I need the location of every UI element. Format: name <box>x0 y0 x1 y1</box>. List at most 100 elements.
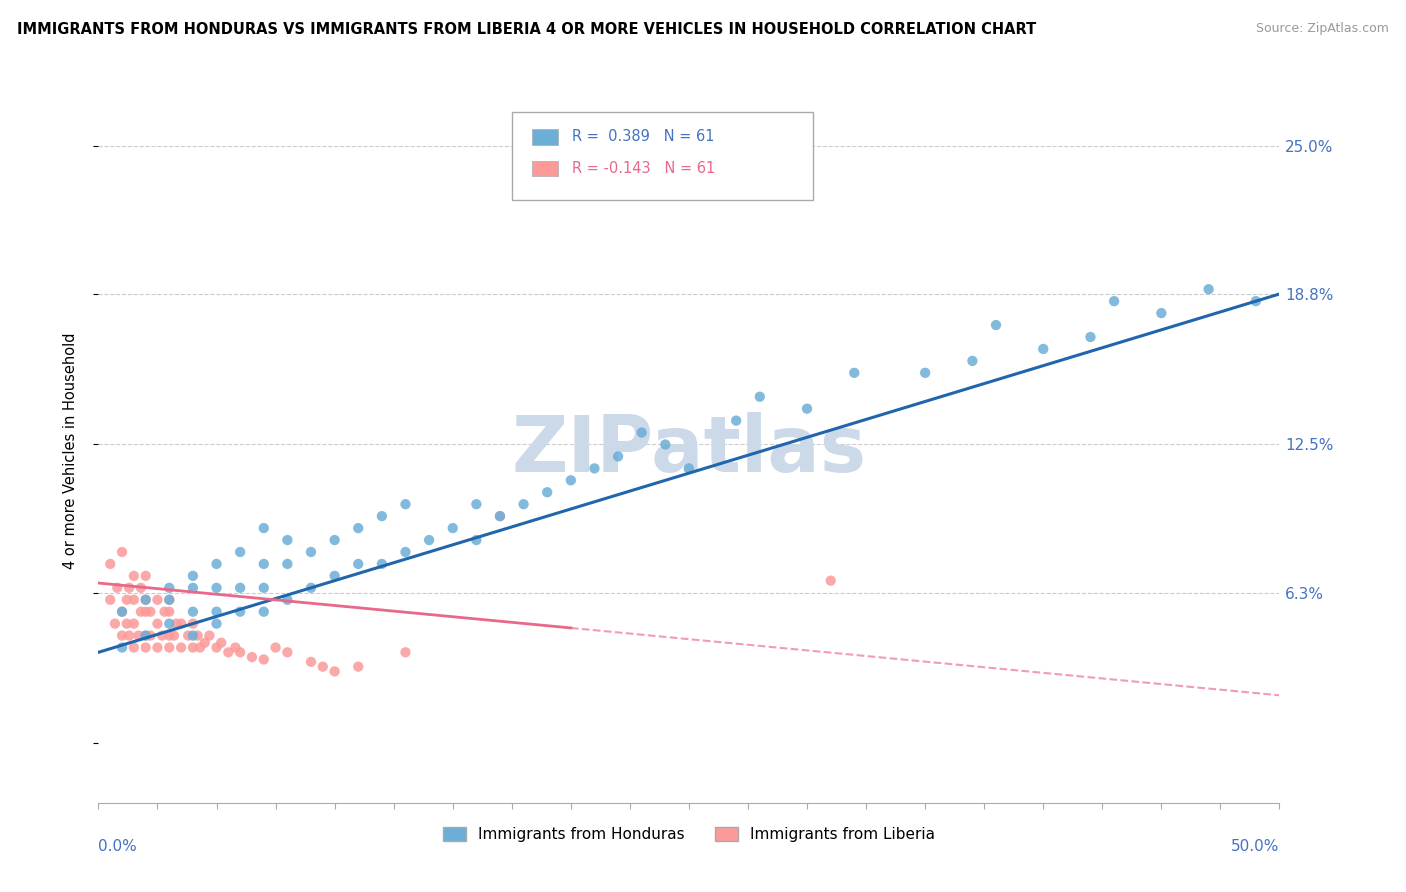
Point <box>441 521 464 535</box>
Point <box>607 450 630 464</box>
Point <box>1198 282 1220 296</box>
Point <box>170 640 193 655</box>
Point <box>122 569 145 583</box>
Point <box>984 318 1007 332</box>
Point <box>157 629 180 643</box>
Point <box>253 521 276 535</box>
Point <box>153 605 176 619</box>
Point <box>122 616 145 631</box>
Point <box>217 645 239 659</box>
Point <box>229 545 252 559</box>
Point <box>115 616 138 631</box>
Point <box>299 655 322 669</box>
Point <box>276 645 298 659</box>
Point <box>299 581 322 595</box>
Point <box>253 557 276 571</box>
Point <box>111 605 134 619</box>
Point <box>157 592 180 607</box>
Point <box>560 473 582 487</box>
Legend: Immigrants from Honduras, Immigrants from Liberia: Immigrants from Honduras, Immigrants fro… <box>437 821 941 848</box>
Point <box>198 629 221 643</box>
Point <box>111 605 134 619</box>
Point <box>135 592 157 607</box>
Y-axis label: 4 or more Vehicles in Household: 4 or more Vehicles in Household <box>63 332 77 569</box>
Point <box>146 640 169 655</box>
Point <box>323 533 346 547</box>
FancyBboxPatch shape <box>531 161 558 177</box>
Point <box>205 640 228 655</box>
Point <box>347 659 370 673</box>
Point <box>371 557 394 571</box>
Text: R =  0.389   N = 61: R = 0.389 N = 61 <box>572 129 714 145</box>
Text: R = -0.143   N = 61: R = -0.143 N = 61 <box>572 161 716 176</box>
Point <box>209 636 232 650</box>
Point <box>135 569 157 583</box>
Point <box>157 592 180 607</box>
Point <box>181 640 204 655</box>
Text: ZIPatlas: ZIPatlas <box>512 412 866 489</box>
Point <box>748 390 770 404</box>
Point <box>135 592 157 607</box>
Point <box>129 581 152 595</box>
Point <box>962 354 984 368</box>
Point <box>465 497 488 511</box>
Point <box>1102 294 1125 309</box>
Point <box>725 414 748 428</box>
Point <box>170 616 193 631</box>
Point <box>253 605 276 619</box>
Point <box>820 574 842 588</box>
Point <box>139 605 162 619</box>
Point <box>465 533 488 547</box>
Point <box>347 557 370 571</box>
Point <box>678 461 700 475</box>
Point <box>205 557 228 571</box>
Point <box>583 461 606 475</box>
Point <box>135 640 157 655</box>
Point <box>122 640 145 655</box>
Point <box>312 659 335 673</box>
Point <box>796 401 818 416</box>
Point <box>253 581 276 595</box>
Point <box>276 592 298 607</box>
Point <box>253 652 276 666</box>
Point <box>188 640 211 655</box>
Point <box>276 557 298 571</box>
Point <box>181 581 204 595</box>
Point <box>323 665 346 679</box>
Point <box>135 605 157 619</box>
Point <box>489 509 512 524</box>
Point <box>181 569 204 583</box>
FancyBboxPatch shape <box>531 129 558 145</box>
Text: 50.0%: 50.0% <box>1232 839 1279 855</box>
Point <box>194 636 217 650</box>
Text: Source: ZipAtlas.com: Source: ZipAtlas.com <box>1256 22 1389 36</box>
Point <box>347 521 370 535</box>
Point <box>128 629 150 643</box>
Point <box>205 616 228 631</box>
Point <box>105 581 128 595</box>
Point <box>205 605 228 619</box>
Point <box>229 605 252 619</box>
Point <box>111 629 134 643</box>
Point <box>157 640 180 655</box>
Point <box>122 592 145 607</box>
Point <box>323 569 346 583</box>
Point <box>276 533 298 547</box>
Point <box>157 581 180 595</box>
Point <box>129 605 152 619</box>
Point <box>157 605 180 619</box>
Point <box>1244 294 1267 309</box>
Point <box>165 616 187 631</box>
Point <box>146 616 169 631</box>
Point <box>229 581 252 595</box>
Point <box>98 557 121 571</box>
Point <box>139 629 162 643</box>
Point <box>115 592 138 607</box>
FancyBboxPatch shape <box>512 112 813 201</box>
Point <box>181 616 204 631</box>
Point <box>104 616 127 631</box>
Point <box>394 645 416 659</box>
Point <box>205 581 228 595</box>
Point <box>394 545 416 559</box>
Point <box>264 640 287 655</box>
